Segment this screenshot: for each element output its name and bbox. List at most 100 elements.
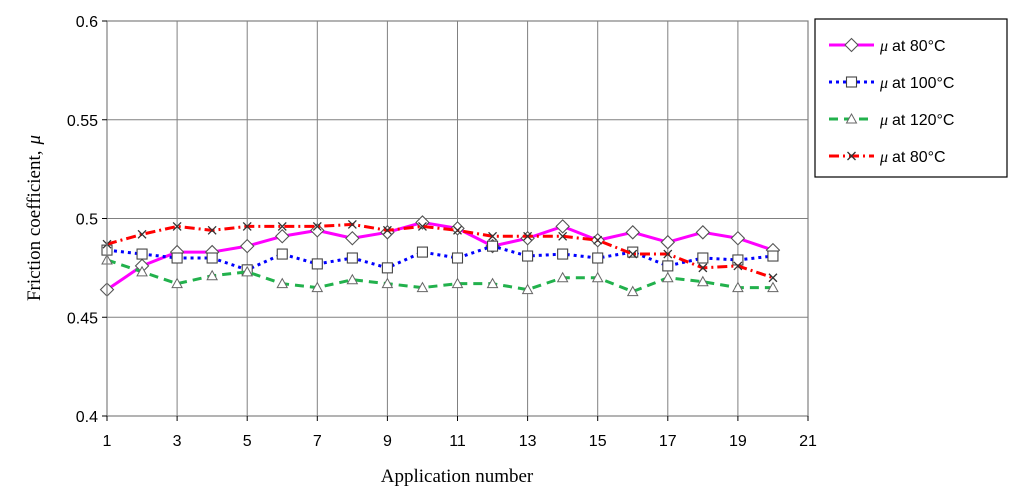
data-point [345, 230, 360, 246]
data-point [556, 271, 569, 283]
data-point [347, 219, 357, 229]
data-point [662, 260, 674, 272]
data-point [311, 258, 323, 270]
legend-label-text: at 100°C [892, 75, 954, 92]
legend-marker [845, 76, 858, 88]
data-point [206, 269, 218, 281]
legend-item: μ at 80°C [829, 37, 946, 55]
data-point [207, 225, 217, 235]
y-tick-label: 0.5 [76, 212, 98, 229]
data-point [136, 248, 148, 260]
ticks: 1 3 5 7 9 11 13 15 17 19 210.40.450.50.550.6 [67, 14, 817, 450]
data-point [626, 285, 639, 297]
series-4 [102, 219, 778, 283]
y-axis-title-text: Friction coefficient, [24, 151, 45, 302]
x-tick-label: 21 [799, 433, 817, 450]
y-axis-title-symbol: μ [24, 135, 45, 146]
data-point [276, 248, 288, 260]
data-point [381, 262, 393, 274]
y-tick-label: 0.45 [67, 310, 98, 327]
data-point [382, 225, 392, 235]
data-point [416, 246, 429, 258]
data-point [416, 281, 429, 293]
data-point [206, 252, 218, 264]
x-tick-label: 11 [449, 433, 466, 450]
legend-item: μ at 100°C [829, 75, 954, 92]
data-point [591, 271, 604, 283]
data-point [486, 277, 499, 289]
data-point [558, 231, 568, 241]
data-point [732, 281, 744, 293]
series-3 [101, 253, 779, 297]
data-point [523, 231, 533, 241]
legend-label: μ at 80°C [879, 149, 946, 166]
x-tick-label: 13 [519, 433, 537, 450]
data-point [733, 261, 743, 271]
data-point [557, 248, 569, 260]
data-point [767, 281, 779, 293]
data-point [768, 273, 778, 283]
data-point [346, 273, 359, 285]
data-point [661, 271, 674, 283]
legend-item: μ at 80°C [829, 149, 946, 166]
data-point [697, 252, 709, 264]
data-point [311, 281, 324, 293]
series-layer [99, 215, 781, 297]
data-point [521, 283, 534, 295]
data-point [767, 250, 779, 262]
series-line [106, 244, 774, 272]
legend-label-text: at 80°C [892, 149, 946, 166]
legend-label: μ at 80°C [879, 38, 946, 55]
y-tick-label: 0.55 [67, 113, 98, 130]
legend-label-symbol: μ [879, 38, 888, 55]
data-point [450, 221, 465, 236]
data-point [241, 265, 254, 277]
data-point [451, 252, 464, 264]
data-point [274, 228, 290, 244]
data-point [732, 254, 744, 266]
legend-marker [845, 112, 858, 124]
legend-label-text: at 80°C [892, 38, 946, 55]
data-point [695, 225, 711, 240]
x-tick-label: 17 [659, 433, 677, 450]
data-point [488, 231, 498, 241]
data-point [277, 221, 287, 231]
data-point [453, 225, 462, 235]
legend-label: μ at 100°C [879, 75, 954, 92]
x-axis-title: Application number [381, 466, 534, 487]
legend-marker [844, 37, 859, 53]
x-tick-label: 9 [383, 433, 392, 450]
legend-label-symbol: μ [879, 149, 888, 166]
legend-marker [847, 151, 856, 161]
data-point [592, 252, 604, 264]
legend-label-text: at 120°C [892, 112, 954, 129]
data-point [660, 234, 676, 250]
x-tick-label: 3 [173, 433, 182, 450]
data-point [239, 238, 255, 254]
series-line [106, 258, 773, 294]
x-tick-label: 1 [103, 433, 112, 450]
y-axis-title: Friction coefficient, μ [24, 135, 45, 301]
data-point [625, 225, 641, 240]
data-point [172, 221, 182, 231]
data-point [137, 229, 147, 239]
data-point [417, 221, 427, 231]
data-point [136, 265, 148, 277]
y-tick-label: 0.6 [76, 14, 98, 31]
data-point [171, 252, 183, 264]
data-point [628, 249, 638, 259]
legend: μ at 80°Cμ at 100°Cμ at 120°Cμ at 80°C [814, 18, 1008, 178]
series-line [106, 222, 774, 280]
data-point [663, 249, 673, 259]
y-tick-label: 0.4 [76, 409, 98, 426]
data-point [486, 240, 499, 252]
x-tick-label: 5 [243, 433, 252, 450]
data-point [451, 277, 464, 289]
data-point [242, 221, 252, 231]
data-point [346, 252, 358, 264]
data-point [312, 221, 322, 231]
legend-item: μ at 120°C [829, 112, 954, 129]
x-tick-label: 19 [729, 433, 747, 450]
data-point [697, 275, 709, 287]
